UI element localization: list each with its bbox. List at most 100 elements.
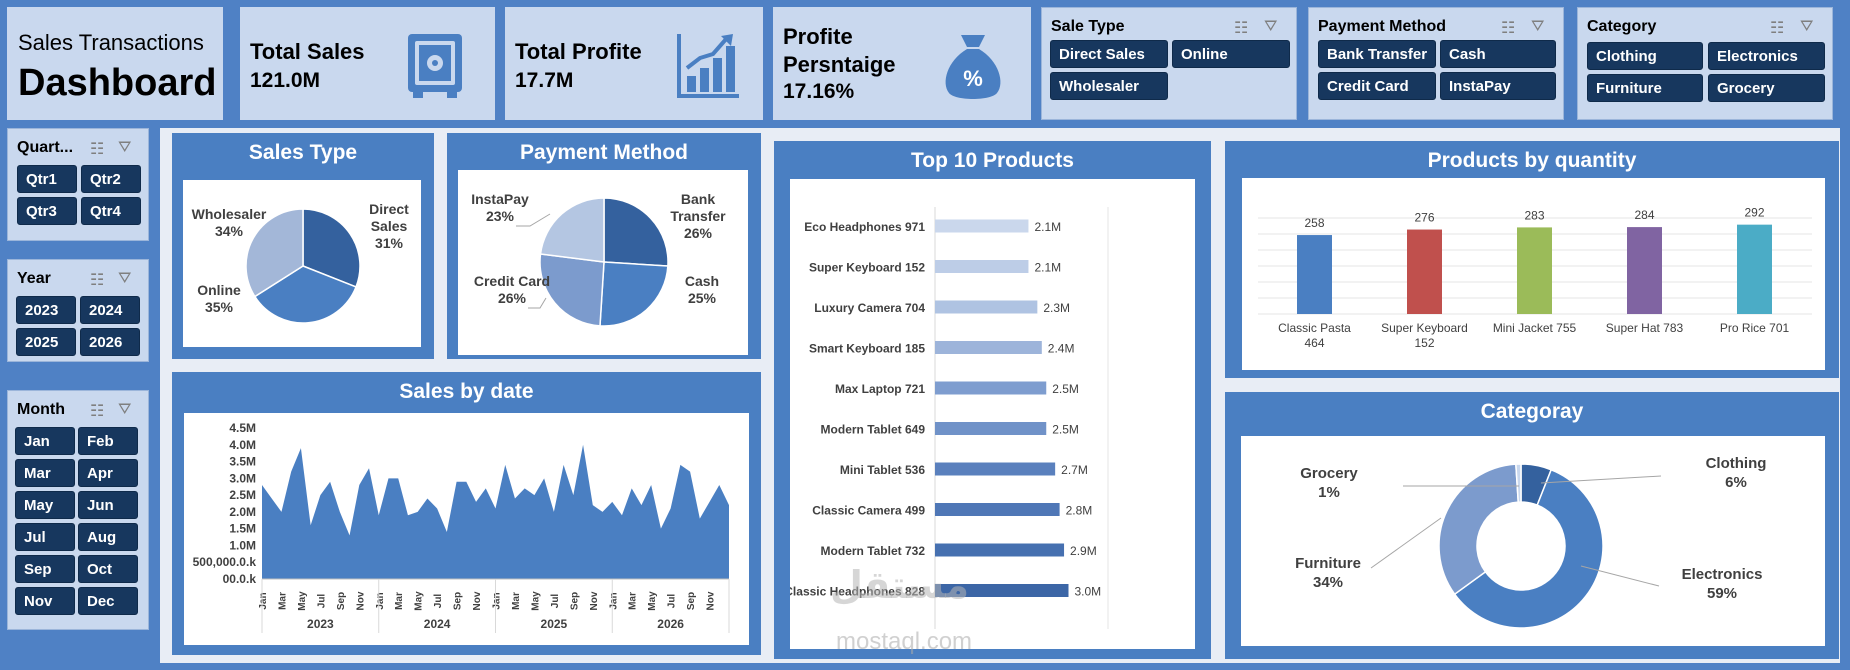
slice-online [253,265,357,324]
slicer-quarter: Quart... ☷ ⛛ Qtr1 Qtr2 Qtr3 Qtr4 [7,128,149,241]
multi-select-icon[interactable]: ☷ [1234,20,1249,37]
kpi-total-profit: Total Profite 17.7M [505,7,763,120]
slicer-option-wholesaler[interactable]: Wholesaler [1050,72,1168,100]
x-year-label: 2026 [657,617,684,631]
bar-10 [935,584,1069,597]
bar-category-label: Modern Tablet 732 [821,544,926,558]
slicer-year-title: Year [17,270,51,287]
slicer-option-2026[interactable]: 2026 [80,328,140,356]
clear-filter-icon[interactable]: ⛛ [1264,18,1278,35]
qty-category-label: 464 [1304,336,1324,350]
bar-1 [935,219,1029,233]
watermark-latin: mostaql.com [836,628,973,655]
slice-label: Bank [681,191,715,207]
clear-filter-icon[interactable]: ⛛ [118,401,132,418]
bar-category-label: Smart Keyboard 185 [809,342,925,356]
slicer-option-online[interactable]: Online [1172,40,1290,68]
slice-label: Transfer [670,208,726,224]
y-tick-label: 00.0.k [223,572,257,586]
donut-value: 34% [1313,574,1343,591]
slicer-option-clothing[interactable]: Clothing [1587,42,1703,70]
clear-filter-icon[interactable]: ⛛ [118,270,132,287]
leader-line [1540,475,1662,484]
multi-select-icon[interactable]: ☷ [90,403,105,420]
slicer-option-qtr1[interactable]: Qtr1 [17,165,77,193]
qty-category-label: Mini Jacket 755 [1493,321,1577,335]
slicer-option-electronics[interactable]: Electronics [1708,42,1825,70]
kpi-total-profit-value: 17.7M [515,69,574,92]
slice-value: 23% [486,208,515,224]
slicer-option-mar[interactable]: Mar [15,459,75,487]
slicer-option-bank-transfer[interactable]: Bank Transfer [1318,40,1436,68]
y-tick-label: 4.0M [229,438,256,452]
slicer-option-instapay[interactable]: InstaPay [1440,72,1556,100]
slicer-option-furniture[interactable]: Furniture [1587,74,1703,102]
slicer-option-credit-card[interactable]: Credit Card [1318,72,1436,100]
panel-sales-type: Sales Type Direct Sales 31% Online 35% Wholes… [172,133,434,359]
multi-select-icon[interactable]: ☷ [90,272,105,289]
slicer-option-qtr2[interactable]: Qtr2 [81,165,141,193]
x-month-label: Jul [433,594,444,609]
multi-select-icon[interactable]: ☷ [90,141,105,158]
qty-bar-5 [1737,224,1772,314]
slicer-category: Category ☷ ⛛ Clothing Electronics Furnit… [1577,7,1833,120]
slicer-option-sep[interactable]: Sep [15,555,75,583]
x-month-label: Mar [277,592,288,610]
donut-value: 6% [1725,474,1747,491]
slicer-option-jul[interactable]: Jul [15,523,75,551]
slicer-option-dec[interactable]: Dec [78,587,138,615]
bar-category-label: Super Keyboard 152 [809,261,925,275]
slicer-category-title: Category [1587,18,1657,35]
clear-filter-icon[interactable]: ⛛ [1531,18,1545,35]
donut-label: Electronics [1682,566,1763,583]
multi-select-icon[interactable]: ☷ [1501,20,1516,37]
slicer-month-title: Month [17,401,65,418]
bar-7 [935,462,1056,476]
slicer-sale-type-title: Sale Type [1051,18,1125,35]
top-products-bar-chart: Eco Headphones 971 2.1M Super Keyboard 152… [784,207,1109,629]
slicer-option-jun[interactable]: Jun [78,491,138,519]
donut-value: 1% [1318,484,1340,501]
bar-value-label: 2.5M [1052,382,1079,396]
slicer-option-cash[interactable]: Cash [1440,40,1556,68]
y-tick-label: 4.5M [229,421,256,435]
slicer-option-qtr3[interactable]: Qtr3 [17,197,77,225]
bar-5 [935,381,1047,395]
x-month-label: Jul [550,594,561,609]
category-donut-chart: Clothing 6% Electronics 59% Furniture 34% Groc… [1295,455,1766,629]
money-bag-percent-icon: % [945,35,1001,99]
slicer-quarter-title: Quart... [17,139,74,156]
slicer-option-feb[interactable]: Feb [78,427,138,455]
slice-label: InstaPay [471,191,529,207]
slicer-option-nov[interactable]: Nov [15,587,75,615]
kpi-total-sales-label: Total Sales [250,39,365,64]
sales-type-title: Sales Type [248,141,358,164]
slicer-option-2024[interactable]: 2024 [80,296,140,324]
slicer-option-jan[interactable]: Jan [15,427,75,455]
x-year-label: 2025 [541,617,568,631]
bar-6 [935,422,1047,435]
bar-9 [935,543,1065,557]
x-month-label: Mar [628,592,639,610]
slicer-option-2023[interactable]: 2023 [16,296,76,324]
slicer-option-qtr4[interactable]: Qtr4 [81,197,141,225]
slicer-option-oct[interactable]: Oct [78,555,138,583]
multi-select-icon[interactable]: ☷ [1770,20,1785,37]
slicer-option-grocery[interactable]: Grocery [1708,74,1825,102]
qty-category-label: Classic Pasta [1278,321,1351,335]
bar-value-label: 2.7M [1061,463,1088,477]
x-month-label: Sep [453,592,464,610]
slicer-option-may[interactable]: May [15,491,75,519]
sales-by-date-area-chart: 4.5M 4.0M 3.5M 3.0M 2.5M 2.0M 1.5M 1.0M 500,000.… [193,421,730,633]
slicer-option-apr[interactable]: Apr [78,459,138,487]
clear-filter-icon[interactable]: ⛛ [1800,18,1814,35]
slicer-option-2025[interactable]: 2025 [16,328,76,356]
slice-label: Wholesaler [192,206,267,222]
slicer-option-aug[interactable]: Aug [78,523,138,551]
slicer-sale-type: Sale Type ☷ ⛛ Direct Sales Online Wholes… [1041,7,1297,120]
slicer-option-direct-sales[interactable]: Direct Sales [1050,40,1168,68]
title-line1: Sales Transactions [18,30,204,55]
qty-bar-3 [1517,227,1552,314]
slicer-year: Year ☷ ⛛ 2023 2024 2025 2026 [7,259,149,362]
clear-filter-icon[interactable]: ⛛ [118,139,132,156]
